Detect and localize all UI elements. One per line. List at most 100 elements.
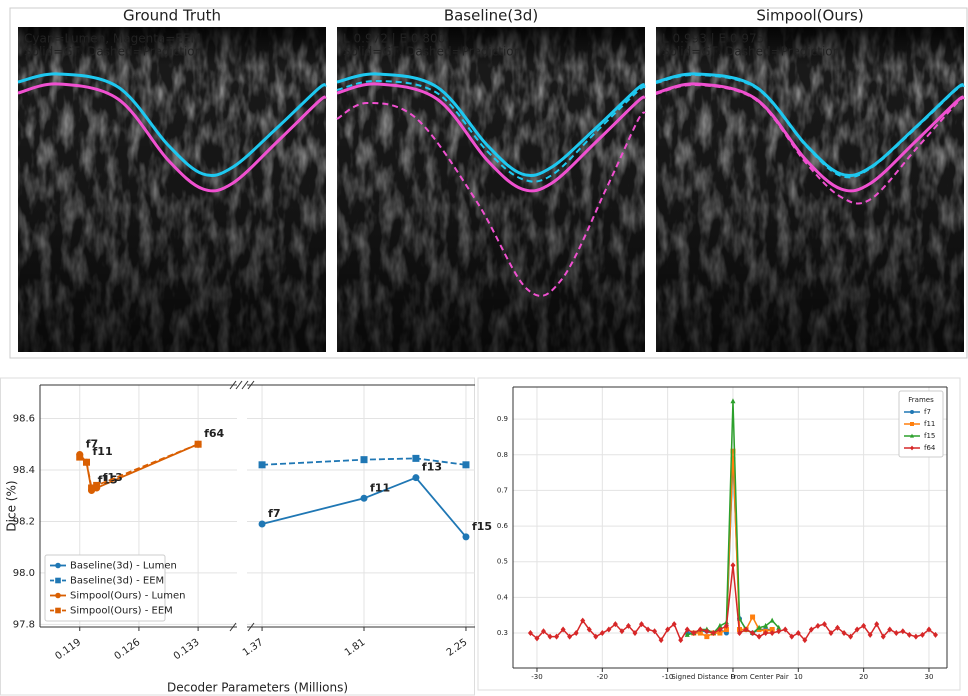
x-tick-label: 0.119 xyxy=(53,637,83,662)
x-tick-label: 10 xyxy=(794,673,803,681)
axis-break xyxy=(247,380,255,390)
x-tick-label: -10 xyxy=(662,673,673,681)
point xyxy=(867,631,873,638)
point xyxy=(893,630,899,637)
point xyxy=(671,621,677,628)
point xyxy=(93,481,101,489)
point xyxy=(717,622,723,628)
axis-break xyxy=(241,380,249,390)
point xyxy=(756,624,762,630)
point xyxy=(541,628,547,635)
point xyxy=(658,637,664,644)
point xyxy=(645,626,651,633)
point xyxy=(861,622,867,629)
point xyxy=(412,474,420,482)
panel-caption: Cyan=Lumen, Magenta=EEM xyxy=(24,32,201,46)
point xyxy=(717,630,723,636)
x-tick-label: 0 xyxy=(731,673,735,681)
point xyxy=(717,626,723,633)
y-tick-label: 0.7 xyxy=(497,486,508,494)
point xyxy=(462,461,470,469)
point xyxy=(828,630,834,637)
eem-gt xyxy=(17,82,327,193)
panel-title: Ground Truth xyxy=(123,7,221,25)
legend-label: f15 xyxy=(924,432,935,440)
panel-caption: Solid=GT, Dashed=Prediction xyxy=(343,45,521,59)
point xyxy=(360,494,368,502)
eem-pred xyxy=(655,83,965,205)
x-tick-label: 0.126 xyxy=(113,637,143,662)
point xyxy=(710,630,716,637)
legend-marker xyxy=(55,607,61,614)
point xyxy=(756,633,762,640)
panel-title: Baseline(3d) xyxy=(444,7,538,25)
legend-box xyxy=(898,390,944,458)
point xyxy=(639,621,645,628)
point xyxy=(580,617,586,624)
y-axis-label: Dice (%) xyxy=(5,480,19,531)
point xyxy=(802,637,808,644)
y-tick-label: 98.0 xyxy=(13,568,35,579)
point xyxy=(782,626,788,633)
point xyxy=(933,631,939,638)
x-tick-label: 30 xyxy=(925,673,934,681)
legend-marker xyxy=(55,577,61,584)
point xyxy=(704,634,710,640)
point-label: f13 xyxy=(103,471,123,484)
lumen-pred xyxy=(655,73,965,179)
legend-marker xyxy=(55,592,61,599)
point xyxy=(815,622,821,629)
point xyxy=(795,630,801,637)
lumen-gt xyxy=(17,72,328,178)
point xyxy=(730,448,736,454)
point xyxy=(567,633,573,640)
eem-gt xyxy=(655,82,965,193)
point xyxy=(900,628,906,635)
point-label: f15 xyxy=(472,520,492,533)
point xyxy=(919,631,925,638)
point xyxy=(750,630,756,637)
point xyxy=(678,637,684,644)
point xyxy=(926,626,932,633)
series-line xyxy=(261,476,467,538)
point xyxy=(763,630,769,637)
point xyxy=(835,624,841,631)
axis-break xyxy=(235,380,243,390)
point xyxy=(612,621,618,628)
point xyxy=(554,633,560,640)
point xyxy=(593,633,599,640)
lumen-gt xyxy=(336,72,647,178)
point xyxy=(560,626,566,633)
point xyxy=(808,626,814,633)
point-label: f7 xyxy=(86,438,98,451)
y-tick-label: 98.6 xyxy=(13,413,35,424)
point xyxy=(913,633,919,640)
point xyxy=(194,440,202,448)
point xyxy=(841,630,847,637)
point xyxy=(776,624,782,630)
point xyxy=(776,628,782,635)
point xyxy=(697,626,703,633)
point xyxy=(258,461,266,469)
legend-label: Baseline(3d) - Lumen xyxy=(70,561,177,572)
point xyxy=(769,630,775,637)
x-tick-label: 2.25 xyxy=(445,637,470,659)
point xyxy=(730,398,736,404)
x-axis-label: Signed Distance From Center Pair xyxy=(671,673,789,681)
point xyxy=(88,484,96,492)
point-label: f64 xyxy=(204,427,224,440)
point xyxy=(730,562,736,569)
point xyxy=(632,630,638,637)
y-tick-label: 0.5 xyxy=(497,558,508,566)
legend-label: Simpool(Ours) - EEM xyxy=(70,606,173,617)
y-tick-label: 0.8 xyxy=(497,451,508,459)
image-shade xyxy=(656,27,964,352)
point xyxy=(83,458,91,466)
panel-caption: L 0.993 | E 0.975 xyxy=(662,32,764,46)
point xyxy=(750,614,756,620)
point xyxy=(619,628,625,635)
eem-gt xyxy=(336,82,646,193)
